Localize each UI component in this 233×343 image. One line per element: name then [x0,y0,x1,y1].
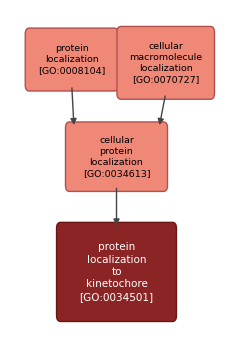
FancyBboxPatch shape [65,122,168,191]
FancyBboxPatch shape [25,28,118,91]
Text: cellular
protein
localization
[GO:0034613]: cellular protein localization [GO:003461… [83,135,150,178]
Text: protein
localization
to
kinetochore
[GO:0034501]: protein localization to kinetochore [GO:… [79,242,154,302]
FancyBboxPatch shape [117,26,214,99]
Text: cellular
macromolecule
localization
[GO:0070727]: cellular macromolecule localization [GO:… [129,42,202,84]
Text: protein
localization
[GO:0008104]: protein localization [GO:0008104] [38,44,106,75]
FancyBboxPatch shape [57,222,176,321]
